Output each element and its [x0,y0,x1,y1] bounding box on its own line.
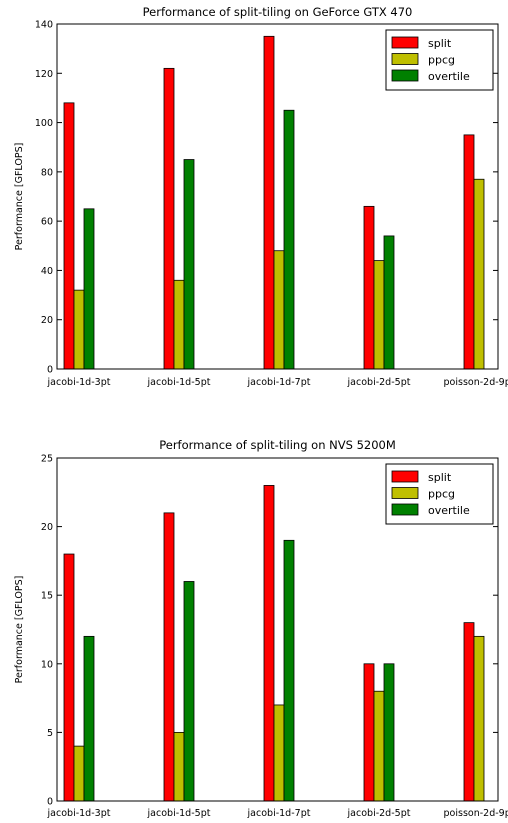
y-tick-label: 20 [41,315,53,326]
bar-overtile-jacobi-1d-3pt [83,208,95,370]
chart-title: Performance of split-tiling on NVS 5200M [159,438,396,452]
x-tick-label: jacobi-1d-3pt [47,808,111,819]
bar-ppcg-poisson-2d-9pt [473,635,485,802]
bar-split-jacobi-1d-5pt [163,67,175,370]
y-tick-label: 0 [47,797,53,808]
bar-split-jacobi-1d-3pt [63,102,75,370]
bar-ppcg-jacobi-1d-5pt [173,279,185,370]
x-tick-label: poisson-2d-9pt [444,808,508,819]
bar-overtile-jacobi-2d-5pt [383,235,395,370]
y-tick-label: 40 [41,266,53,277]
chart-nvs5200m: Performance of split-tiling on NVS 5200M… [14,438,508,819]
y-tick-label: 100 [35,118,53,129]
y-tick-label: 140 [35,20,53,31]
y-tick-label: 10 [41,659,53,670]
legend-swatch-overtile [391,503,419,516]
bar-split-poisson-2d-9pt [463,622,475,802]
legend-swatch-overtile [391,69,419,82]
bar-split-jacobi-1d-5pt [163,512,175,802]
y-tick-label: 15 [41,591,53,602]
x-tick-label: jacobi-1d-5pt [147,808,211,819]
y-tick-label: 120 [35,69,53,80]
y-tick-label: 25 [41,454,53,465]
bar-ppcg-jacobi-1d-7pt [273,704,285,802]
chart-gtx470: Performance of split-tiling on GeForce G… [14,5,508,388]
y-axis-label: Performance [GFLOPS] [14,143,25,251]
bar-overtile-jacobi-1d-5pt [183,159,195,370]
x-tick-label: jacobi-1d-7pt [247,377,311,388]
y-tick-label: 80 [41,167,53,178]
chart-title: Performance of split-tiling on GeForce G… [143,5,413,19]
y-axis-label: Performance [GFLOPS] [14,576,25,684]
legend-swatch-split [391,36,419,49]
y-tick-label: 60 [41,217,53,228]
bar-overtile-jacobi-1d-7pt [283,109,295,370]
legend-label-split: split [428,37,452,50]
bar-split-jacobi-1d-7pt [263,485,275,802]
bar-overtile-jacobi-1d-7pt [283,539,295,802]
bar-ppcg-jacobi-1d-7pt [273,250,285,370]
bar-split-jacobi-2d-5pt [363,663,375,802]
x-tick-label: jacobi-1d-5pt [147,377,211,388]
bar-overtile-jacobi-1d-3pt [83,635,95,802]
x-tick-label: jacobi-1d-7pt [247,808,311,819]
legend-swatch-split [391,470,419,483]
legend-label-overtile: overtile [428,70,470,83]
bar-overtile-jacobi-2d-5pt [383,663,395,802]
x-tick-label: jacobi-1d-3pt [47,377,111,388]
legend-label-ppcg: ppcg [428,488,455,501]
bar-ppcg-jacobi-1d-3pt [73,289,85,370]
bar-split-jacobi-2d-5pt [363,205,375,370]
legend-label-overtile: overtile [428,504,470,517]
bar-ppcg-jacobi-2d-5pt [373,690,385,802]
bar-ppcg-jacobi-1d-5pt [173,731,185,802]
legend-label-split: split [428,471,452,484]
legend-swatch-ppcg [391,487,419,499]
x-tick-label: jacobi-2d-5pt [347,808,411,819]
bar-ppcg-jacobi-1d-3pt [73,745,85,802]
legend-label-ppcg: ppcg [428,54,455,67]
bar-ppcg-jacobi-2d-5pt [373,260,385,370]
plot-area-frame [56,457,499,802]
bar-overtile-jacobi-1d-5pt [183,581,195,802]
y-tick-label: 5 [47,728,53,739]
bar-split-jacobi-1d-7pt [263,35,275,370]
legend-swatch-ppcg [391,53,419,65]
bar-split-jacobi-1d-3pt [63,553,75,802]
y-tick-label: 20 [41,522,53,533]
plot-area-frame [56,23,499,370]
x-tick-label: jacobi-2d-5pt [347,377,411,388]
bar-split-poisson-2d-9pt [463,134,475,370]
y-tick-label: 0 [47,365,53,376]
x-tick-label: poisson-2d-9pt [444,377,508,388]
bar-ppcg-poisson-2d-9pt [473,178,485,370]
